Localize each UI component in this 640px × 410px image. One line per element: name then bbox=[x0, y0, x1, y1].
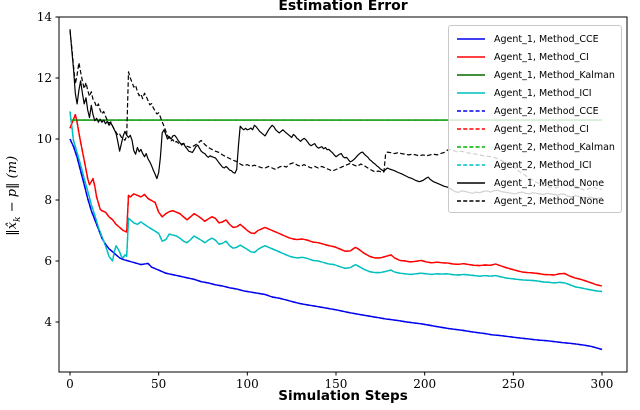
legend-item: Agent_1, Method_None bbox=[456, 174, 615, 192]
y-tick-label: 10 bbox=[37, 132, 52, 146]
x-tick-label: 200 bbox=[413, 377, 436, 391]
legend-line-sample bbox=[457, 74, 485, 76]
legend-box: Agent_1, Method_CCE Agent_1, Method_CI Age… bbox=[448, 25, 622, 213]
legend-line-sample bbox=[457, 92, 485, 94]
chart-title: Estimation Error bbox=[278, 0, 408, 14]
plot-frame bbox=[58, 16, 628, 373]
legend-line-sample bbox=[457, 182, 485, 184]
series-agent-2-method-cce bbox=[69, 138, 603, 351]
x-tick-label: 0 bbox=[66, 377, 74, 391]
legend-label: Agent_1, Method_CCE bbox=[494, 33, 599, 45]
x-tick-label: 250 bbox=[502, 377, 525, 391]
series-agent-2-method-none bbox=[69, 30, 603, 191]
legend-item: Agent_2, Method_CCE bbox=[456, 102, 615, 120]
legend-label: Agent_1, Method_ICI bbox=[494, 87, 592, 99]
y-axis-label: ‖x̂k − p‖ (m) bbox=[5, 155, 23, 236]
series-agent-2-method-ici bbox=[69, 111, 603, 293]
legend-item: Agent_2, Method_CI bbox=[456, 120, 615, 138]
legend-item: Agent_2, Method_None bbox=[456, 192, 615, 210]
legend-item: Agent_2, Method_ICI bbox=[456, 156, 615, 174]
x-axis-label: Simulation Steps bbox=[278, 388, 408, 404]
legend-label: Agent_2, Method_CI bbox=[494, 123, 589, 135]
series-agent-2-method-ci bbox=[69, 113, 603, 287]
x-tick-label: 100 bbox=[236, 377, 259, 391]
y-tick-label: 14 bbox=[37, 10, 53, 24]
legend-item: Agent_2, Method_Kalman bbox=[456, 138, 615, 156]
x-tick-label: 150 bbox=[325, 377, 348, 391]
legend-line-sample bbox=[457, 38, 485, 40]
legend-label: Agent_1, Method_None bbox=[494, 177, 605, 189]
y-tick-label: 4 bbox=[44, 315, 52, 329]
legend-label: Agent_2, Method_CCE bbox=[494, 105, 599, 117]
legend-line-sample bbox=[457, 56, 485, 58]
legend-label: Agent_1, Method_Kalman bbox=[494, 69, 615, 81]
legend-line-sample bbox=[457, 164, 485, 166]
legend-label: Agent_2, Method_ICI bbox=[494, 159, 592, 171]
legend-line-sample bbox=[457, 110, 485, 112]
x-tick-label: 50 bbox=[151, 377, 166, 391]
y-tick-label: 8 bbox=[44, 193, 52, 207]
legend-item: Agent_1, Method_CCE bbox=[456, 30, 615, 48]
legend-label: Agent_2, Method_Kalman bbox=[494, 141, 615, 153]
y-tick-label: 6 bbox=[44, 254, 52, 268]
x-tick-label: 300 bbox=[591, 377, 614, 391]
legend-item: Agent_1, Method_CI bbox=[456, 48, 615, 66]
y-tick-label: 12 bbox=[37, 71, 52, 85]
legend-label: Agent_2, Method_None bbox=[494, 195, 605, 207]
legend-line-sample bbox=[457, 146, 485, 148]
legend-item: Agent_1, Method_Kalman bbox=[456, 66, 615, 84]
legend-item: Agent_1, Method_ICI bbox=[456, 84, 615, 102]
legend-line-sample bbox=[457, 200, 485, 202]
legend-line-sample bbox=[457, 128, 485, 130]
legend-label: Agent_1, Method_CI bbox=[494, 51, 589, 63]
